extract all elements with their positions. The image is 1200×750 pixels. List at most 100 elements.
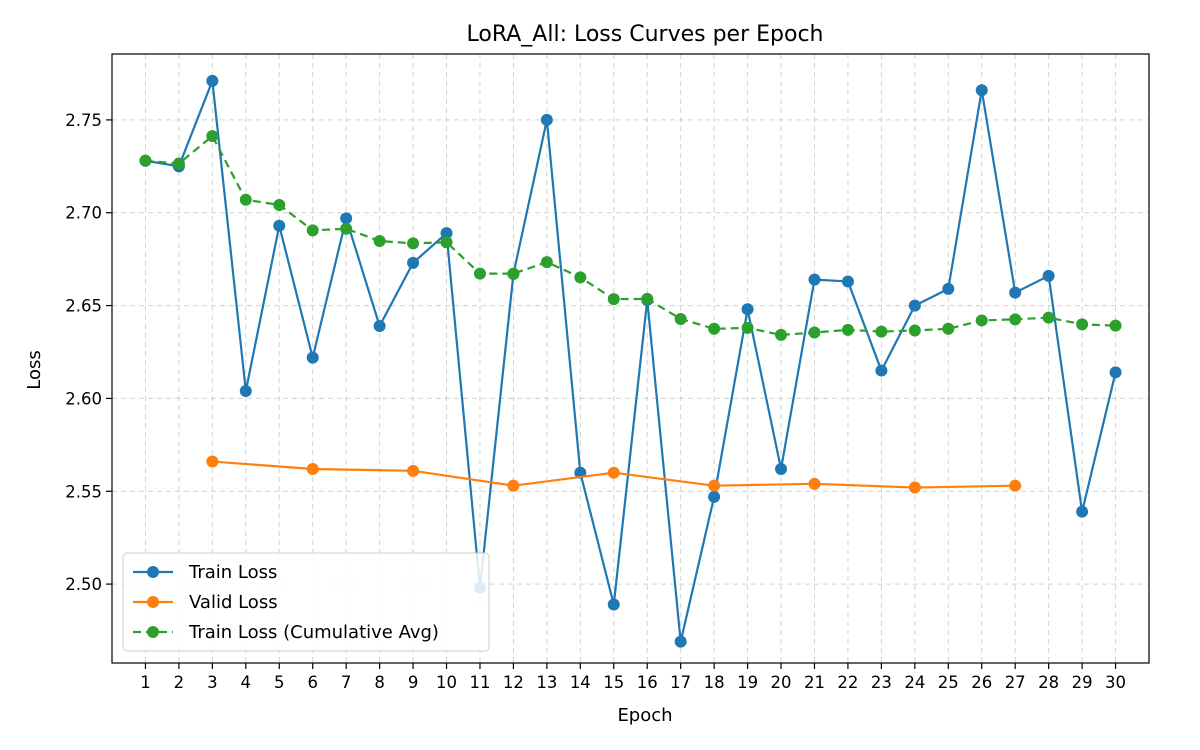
legend-label: Train Loss (Cumulative Avg) [188, 622, 439, 643]
x-tick-label: 17 [670, 673, 691, 692]
data-point [373, 320, 386, 333]
series-layer [139, 74, 1122, 648]
data-point [741, 303, 754, 316]
legend-item: Train Loss (Cumulative Avg) [133, 622, 439, 643]
data-point [841, 323, 854, 336]
series-2 [139, 130, 1122, 341]
data-point [1042, 311, 1055, 324]
x-tick-label: 29 [1072, 673, 1093, 692]
data-point [440, 236, 453, 249]
y-axis-label: Loss [24, 350, 45, 389]
data-point [875, 325, 888, 338]
data-point [473, 267, 486, 280]
x-tick-label: 7 [341, 673, 352, 692]
x-tick-label: 5 [274, 673, 285, 692]
legend: Train Loss Valid Loss Train Loss (Cumulati… [122, 552, 490, 652]
data-point [306, 351, 319, 364]
x-axis-label: Epoch [617, 705, 672, 726]
data-point [306, 462, 319, 475]
x-tick-label: 6 [307, 673, 318, 692]
legend-label: Valid Loss [189, 592, 278, 613]
data-point [607, 598, 620, 611]
x-tick-label: 2 [174, 673, 185, 692]
data-point [306, 224, 319, 237]
x-tick-label: 23 [871, 673, 892, 692]
x-tick-label: 15 [603, 673, 624, 692]
series-line [145, 79, 1117, 643]
data-point [574, 271, 587, 284]
legend-item: Valid Loss [133, 592, 278, 613]
grid-lines [112, 54, 1149, 663]
data-point [607, 293, 620, 306]
data-point [1076, 318, 1089, 331]
data-point [775, 462, 788, 475]
x-tick-label: 1 [140, 673, 151, 692]
data-point [206, 455, 219, 468]
data-point [239, 384, 252, 397]
axis-ticks: 1 2 3 4 5 6 7 8 9 10 11 12 13 14 15 16 17 18 19 20 21 22 23 24 2… [65, 111, 1126, 692]
data-point [741, 321, 754, 334]
data-point [674, 635, 687, 648]
data-point [775, 328, 788, 341]
x-tick-label: 13 [536, 673, 557, 692]
y-tick-label: 2.70 [65, 204, 102, 223]
data-point [407, 464, 420, 477]
chart-title: LoRA_All: Loss Curves per Epoch [467, 22, 824, 47]
data-point [975, 84, 988, 97]
data-point [172, 157, 185, 170]
data-point [808, 273, 821, 286]
data-point [507, 267, 520, 280]
x-tick-label: 4 [241, 673, 252, 692]
data-point [273, 219, 286, 232]
x-tick-label: 20 [771, 673, 792, 692]
data-point [239, 193, 252, 206]
data-point [708, 322, 721, 335]
x-tick-label: 27 [1005, 673, 1026, 692]
plot-area-frame [111, 53, 1150, 664]
data-point [641, 292, 654, 305]
x-tick-label: 19 [737, 673, 758, 692]
x-tick-label: 24 [904, 673, 925, 692]
data-point [808, 477, 821, 490]
x-tick-label: 8 [374, 673, 385, 692]
data-point [1009, 313, 1022, 326]
data-point [540, 113, 553, 126]
x-tick-label: 14 [570, 673, 591, 692]
series-1 [206, 455, 1022, 494]
data-point [1042, 269, 1055, 282]
data-point [808, 326, 821, 339]
data-point [1109, 319, 1122, 332]
data-point [440, 227, 453, 240]
data-point [206, 74, 219, 87]
y-tick-label: 2.65 [65, 297, 102, 316]
data-point [507, 479, 520, 492]
data-point [340, 212, 353, 225]
data-point [373, 234, 386, 247]
x-tick-label: 3 [207, 673, 218, 692]
data-point [674, 312, 687, 325]
x-tick-label: 10 [436, 673, 457, 692]
data-point [139, 154, 152, 167]
data-point [942, 282, 955, 295]
y-tick-label: 2.50 [65, 575, 102, 594]
data-point [340, 222, 353, 235]
data-point [1009, 286, 1022, 299]
y-tick-label: 2.60 [65, 389, 102, 408]
data-point [1009, 479, 1022, 492]
data-point [975, 314, 988, 327]
y-tick-label: 2.55 [65, 482, 102, 501]
data-point [708, 479, 721, 492]
x-tick-label: 30 [1105, 673, 1126, 692]
legend-item: Train Loss [133, 562, 277, 583]
data-point [908, 299, 921, 312]
legend-box [122, 552, 490, 652]
data-point [1109, 366, 1122, 379]
data-point [273, 198, 286, 211]
data-point [875, 364, 888, 377]
x-tick-label: 16 [637, 673, 658, 692]
legend-swatch-marker [147, 566, 159, 578]
legend-label: Train Loss [188, 562, 277, 583]
data-point [942, 322, 955, 335]
data-point [607, 466, 620, 479]
